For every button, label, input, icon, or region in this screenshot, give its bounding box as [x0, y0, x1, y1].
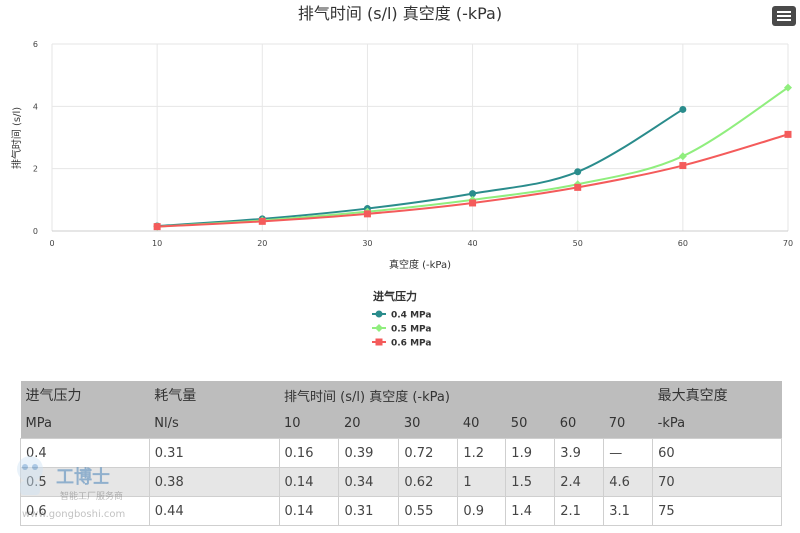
table-cell: 0.72 [398, 438, 459, 468]
y-tick-label: 6 [33, 40, 38, 49]
table-cell: 0.55 [398, 496, 459, 526]
x-tick-label: 0 [49, 239, 54, 248]
unit-cell: 50 [505, 409, 555, 439]
table-cell: 1.9 [505, 438, 556, 468]
y-tick-label: 0 [33, 227, 38, 236]
data-point [258, 217, 266, 225]
table-cell: 0.38 [148, 467, 280, 497]
hamburger-menu-icon [777, 11, 791, 13]
table-cell: 70 [652, 467, 782, 497]
legend: 进气压力 0.4 MPa 0.5 MPa 0.6 MPa [372, 289, 431, 349]
data-point [784, 83, 792, 92]
series-2 [153, 130, 792, 231]
table-header-row: 进气压力 耗气量 排气时间 (s/l) 真空度 (-kPa) 最大真空度 [20, 381, 782, 409]
x-axis: 0 10 20 30 40 50 60 70 [49, 230, 793, 248]
chart: 排气时间 (s/l) 真空度 (-kPa) 0 10 20 30 40 50 60 70 0 2… [10, 4, 793, 349]
table-cell: 0.31 [338, 496, 400, 526]
table-cell: 1.5 [505, 467, 556, 497]
data-point [574, 168, 582, 176]
unit-cell: 30 [398, 409, 458, 439]
data-point [678, 152, 687, 161]
table-row: 0.4 0.31 0.16 0.39 0.72 1.2 1.9 3.9 — 60 [20, 438, 782, 468]
table-cell: 0.6 [20, 496, 150, 526]
y-tick-label: 4 [33, 102, 38, 111]
y-tick-label: 2 [33, 165, 38, 174]
data-point [469, 190, 477, 198]
table-row: 0.6 0.44 0.14 0.31 0.55 0.9 1.4 2.1 3.1 … [20, 496, 782, 526]
table-cell: 0.4 [20, 438, 150, 468]
unit-cell: 60 [554, 409, 604, 439]
table-cell: 3.1 [603, 496, 654, 526]
data-point [784, 130, 792, 138]
data-point [363, 210, 371, 218]
table-cell: 1 [457, 467, 507, 497]
data-point [153, 223, 161, 231]
data-point [469, 199, 477, 207]
series-layer [153, 83, 792, 231]
x-tick-label: 70 [783, 239, 793, 248]
table-cell: 75 [652, 496, 782, 526]
table-cell: 0.39 [338, 438, 400, 468]
unit-cell: Nl/s [149, 409, 280, 439]
legend-item: 0.5 MPa [391, 325, 431, 335]
table-cell: 0.31 [148, 438, 280, 468]
unit-cell: 40 [457, 409, 506, 439]
data-point [679, 105, 687, 113]
chart-menu-button[interactable] [772, 6, 796, 26]
data-point [574, 183, 582, 191]
unit-cell: 20 [338, 409, 399, 439]
header-evac-time: 排气时间 (s/l) 真空度 (-kPa) [279, 381, 653, 409]
y-axis: 0 2 4 6 [33, 40, 38, 236]
legend-item: 0.4 MPa [391, 311, 431, 321]
x-axis-title: 真空度 (-kPa) [389, 258, 451, 271]
table-row: 0.5 0.38 0.14 0.34 0.62 1 1.5 2.4 4.6 70 [20, 467, 782, 497]
table-cell: 4.6 [603, 467, 654, 497]
legend-title: 进气压力 [373, 289, 417, 303]
legend-marker [375, 324, 383, 332]
legend-item: 0.6 MPa [391, 339, 431, 349]
table-cell: 1.4 [505, 496, 556, 526]
series-0 [153, 105, 687, 230]
unit-cell: 10 [279, 409, 339, 439]
grid [51, 43, 789, 231]
table-cell: 2.1 [554, 496, 605, 526]
table-cell: 0.9 [457, 496, 507, 526]
data-point [679, 162, 687, 170]
table-cell: 0.34 [338, 467, 400, 497]
table-cell: — [603, 438, 654, 468]
spec-table: 进气压力 耗气量 排气时间 (s/l) 真空度 (-kPa) 最大真空度 MPa… [20, 381, 782, 526]
table-cell: 3.9 [554, 438, 605, 468]
unit-cell: 70 [603, 409, 653, 439]
table-unit-row: MPa Nl/s 10 20 30 40 50 60 70 -kPa [20, 409, 782, 439]
table-cell: 0.5 [20, 467, 150, 497]
x-tick-label: 10 [152, 239, 162, 248]
table-cell: 60 [652, 438, 782, 468]
x-tick-label: 40 [467, 239, 477, 248]
x-tick-label: 20 [257, 239, 267, 248]
header-pressure: 进气压力 [20, 381, 150, 409]
x-tick-label: 50 [573, 239, 583, 248]
table-cell: 1.2 [457, 438, 507, 468]
y-axis-title: 排气时间 (s/l) [10, 107, 23, 169]
table-cell: 0.14 [278, 467, 340, 497]
header-consumption: 耗气量 [149, 381, 280, 409]
legend-marker [375, 338, 383, 346]
chart-title: 排气时间 (s/l) 真空度 (-kPa) [298, 4, 502, 23]
table-cell: 0.14 [278, 496, 340, 526]
x-tick-label: 60 [678, 239, 688, 248]
unit-cell: -kPa [652, 409, 782, 439]
table-cell: 2.4 [554, 467, 605, 497]
header-max-vacuum: 最大真空度 [652, 381, 782, 409]
unit-cell: MPa [20, 409, 150, 439]
legend-marker [375, 310, 383, 318]
table-cell: 0.16 [278, 438, 340, 468]
series-line [157, 108, 684, 228]
table-cell: 0.44 [148, 496, 280, 526]
table-cell: 0.62 [398, 467, 459, 497]
x-tick-label: 30 [362, 239, 372, 248]
